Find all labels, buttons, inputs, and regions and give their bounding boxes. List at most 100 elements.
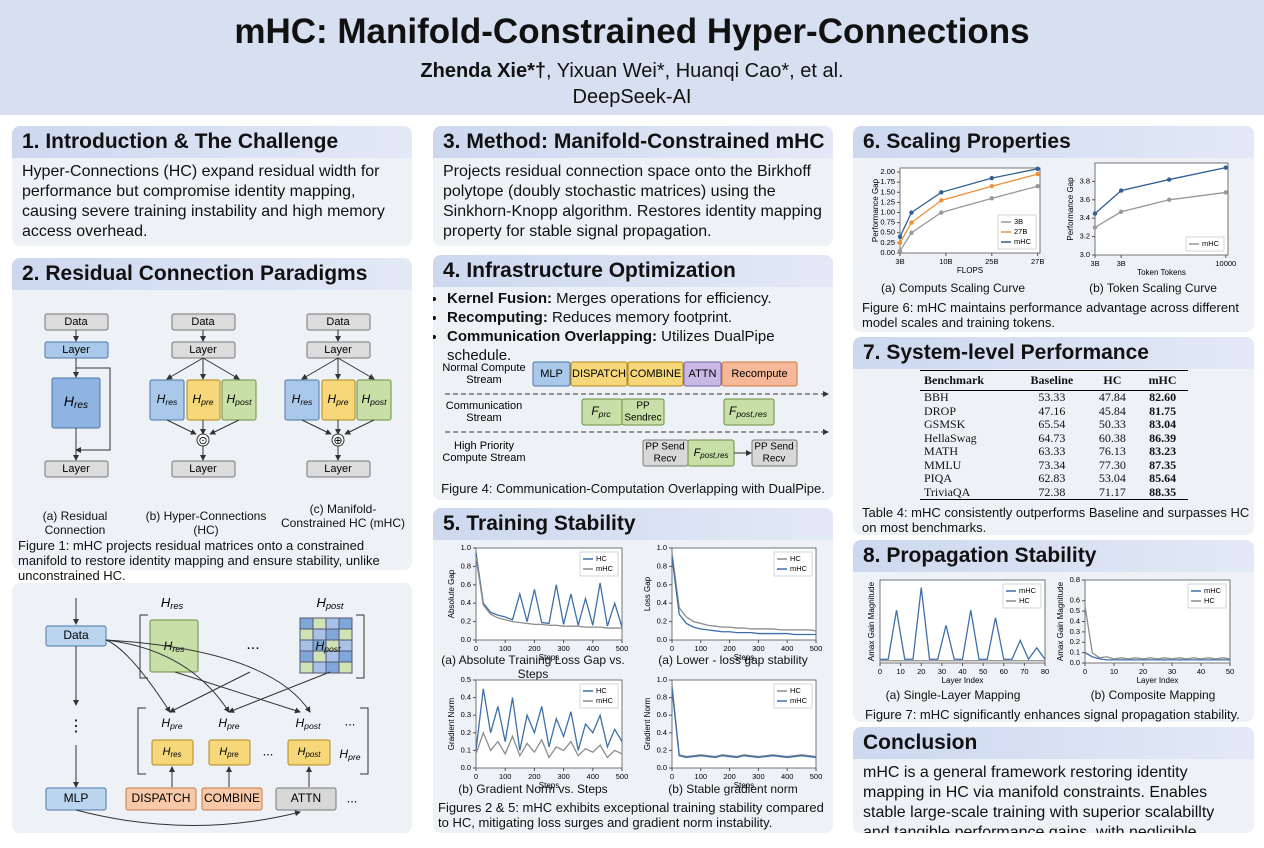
label: ATTN xyxy=(291,791,321,805)
legend xyxy=(1185,236,1225,252)
chart-caption: (a) Single-Layer Mapping xyxy=(885,688,1021,702)
x-tick-label: 400 xyxy=(781,644,794,653)
header: mHC: Manifold-Constrained Hyper-Connecti… xyxy=(0,0,1264,115)
y-tick-label: 0.2 xyxy=(1070,637,1080,646)
point xyxy=(1092,225,1098,230)
legend-label: mHC xyxy=(596,564,614,573)
x-tick-label: 200 xyxy=(528,772,541,781)
x-tick-label: 40 xyxy=(1197,667,1205,676)
legend-label: HC xyxy=(790,554,801,563)
label: Recv xyxy=(763,454,786,465)
bullet-term: Communication Overlapping: xyxy=(447,328,658,345)
point xyxy=(909,210,914,215)
section-heading: 8. Propagation Stability xyxy=(853,540,1254,572)
figure-caption: Figures 2 & 5: mHC exhibits exceptional … xyxy=(438,800,824,830)
symbol: H xyxy=(296,716,305,730)
skip-line xyxy=(75,367,111,453)
box xyxy=(275,787,337,811)
box xyxy=(627,361,684,387)
math-label: Hpost xyxy=(316,595,343,611)
legend xyxy=(773,683,813,709)
symbol: H xyxy=(157,392,166,406)
symbol: H xyxy=(218,716,227,730)
math-label: Hpre xyxy=(327,392,348,407)
y-tick-label: 0.8 xyxy=(461,561,471,570)
table-row: PIQA 62.83 53.04 85.64 xyxy=(920,471,1188,486)
matrix-cell xyxy=(299,628,314,641)
y-tick-label: 3.8 xyxy=(1080,176,1090,185)
y-tick-label: 0.2 xyxy=(461,617,471,626)
math-label: Hpre xyxy=(218,716,239,731)
arrow xyxy=(166,357,204,380)
series-line xyxy=(880,587,1046,661)
legend-label: HC xyxy=(1019,596,1030,605)
legend-label: mHC xyxy=(596,696,614,705)
arrow xyxy=(202,357,240,380)
intro-panel: 1. Introduction & The Challenge Hyper-Co… xyxy=(12,126,412,246)
point xyxy=(897,240,903,246)
legend xyxy=(579,551,619,577)
box xyxy=(287,739,331,766)
point xyxy=(1092,211,1098,216)
math-label: Hres xyxy=(64,393,88,411)
math-label: Fprc xyxy=(591,404,611,419)
y-axis-label: Amax Gain Magnitude xyxy=(1056,581,1065,661)
matrix-cell xyxy=(338,650,353,663)
box xyxy=(208,739,251,766)
column-header: Baseline xyxy=(1016,370,1088,391)
matrix-cell xyxy=(338,628,353,641)
box xyxy=(532,361,571,387)
bullet-text: Merges operations for efficiency. xyxy=(552,290,772,307)
x-axis-label: Steps xyxy=(734,653,754,662)
point xyxy=(939,198,944,203)
series-line xyxy=(1094,191,1226,228)
series-line xyxy=(671,557,816,636)
point xyxy=(989,175,995,181)
table-cell: 60.38 xyxy=(1098,430,1126,445)
x-tick-label: 500 xyxy=(616,772,629,781)
y-tick-label: 3.6 xyxy=(1080,195,1090,204)
y-tick-label: 0.3 xyxy=(1070,627,1080,636)
x-tick-label: 40 xyxy=(958,667,966,676)
y-tick-label: 1.0 xyxy=(657,543,667,552)
results-table: Benchmark Baseline HC mHC BBH 53.33 47.84 82.60… xyxy=(920,370,1188,500)
legend-label: mHC xyxy=(1204,586,1222,595)
chart-caption: (b) Gradient Norm vs. Steps xyxy=(458,782,608,796)
box xyxy=(306,460,371,478)
subscript: pre xyxy=(335,397,349,407)
label: Layer xyxy=(62,463,90,475)
subscript: post xyxy=(369,397,387,407)
figure-caption: Figure 6: mHC maintains performance adva… xyxy=(862,300,1239,330)
subscript: res xyxy=(300,397,313,407)
section-heading: 7. System-level Performance xyxy=(853,337,1254,369)
subcaption: (b) Hyper-Connections (HC) xyxy=(145,509,267,537)
label: Recv xyxy=(654,454,677,465)
label: Normal Compute xyxy=(442,362,525,374)
box xyxy=(201,787,263,811)
table-cell: 73.34 xyxy=(1038,457,1066,472)
symbol: H xyxy=(161,716,170,730)
point xyxy=(897,234,903,240)
table-row: TriviaQA 72.38 71.17 88.35 xyxy=(920,485,1188,500)
box xyxy=(44,460,109,478)
table-cell: 64.73 xyxy=(1038,430,1066,445)
x-tick-label: 30 xyxy=(1168,667,1176,676)
bullet: Kernel Fusion: Merges operations for eff… xyxy=(447,289,833,308)
conclusion-panel: Conclusion mHC is a general framework re… xyxy=(853,727,1254,833)
table-cell: 53.04 xyxy=(1098,471,1126,485)
legend-label: mHC xyxy=(1014,237,1032,246)
point xyxy=(1223,165,1229,170)
bullet-text: Reduces memory footprint. xyxy=(547,309,733,326)
bullet-term: Kernel Fusion: xyxy=(447,290,553,307)
subscript: pre xyxy=(226,721,240,731)
table-cell: 76.13 xyxy=(1098,444,1126,458)
math-label: Hres xyxy=(161,595,184,611)
label: ... xyxy=(246,636,259,653)
y-tick-label: 1.75 xyxy=(880,177,895,186)
y-axis-label: Loss Gap xyxy=(643,576,652,611)
arrow xyxy=(166,419,197,435)
lead-author: Zhenda Xie*† xyxy=(420,60,547,82)
matrix-cell xyxy=(325,628,340,641)
table-cell: 63.33 xyxy=(1038,444,1066,458)
